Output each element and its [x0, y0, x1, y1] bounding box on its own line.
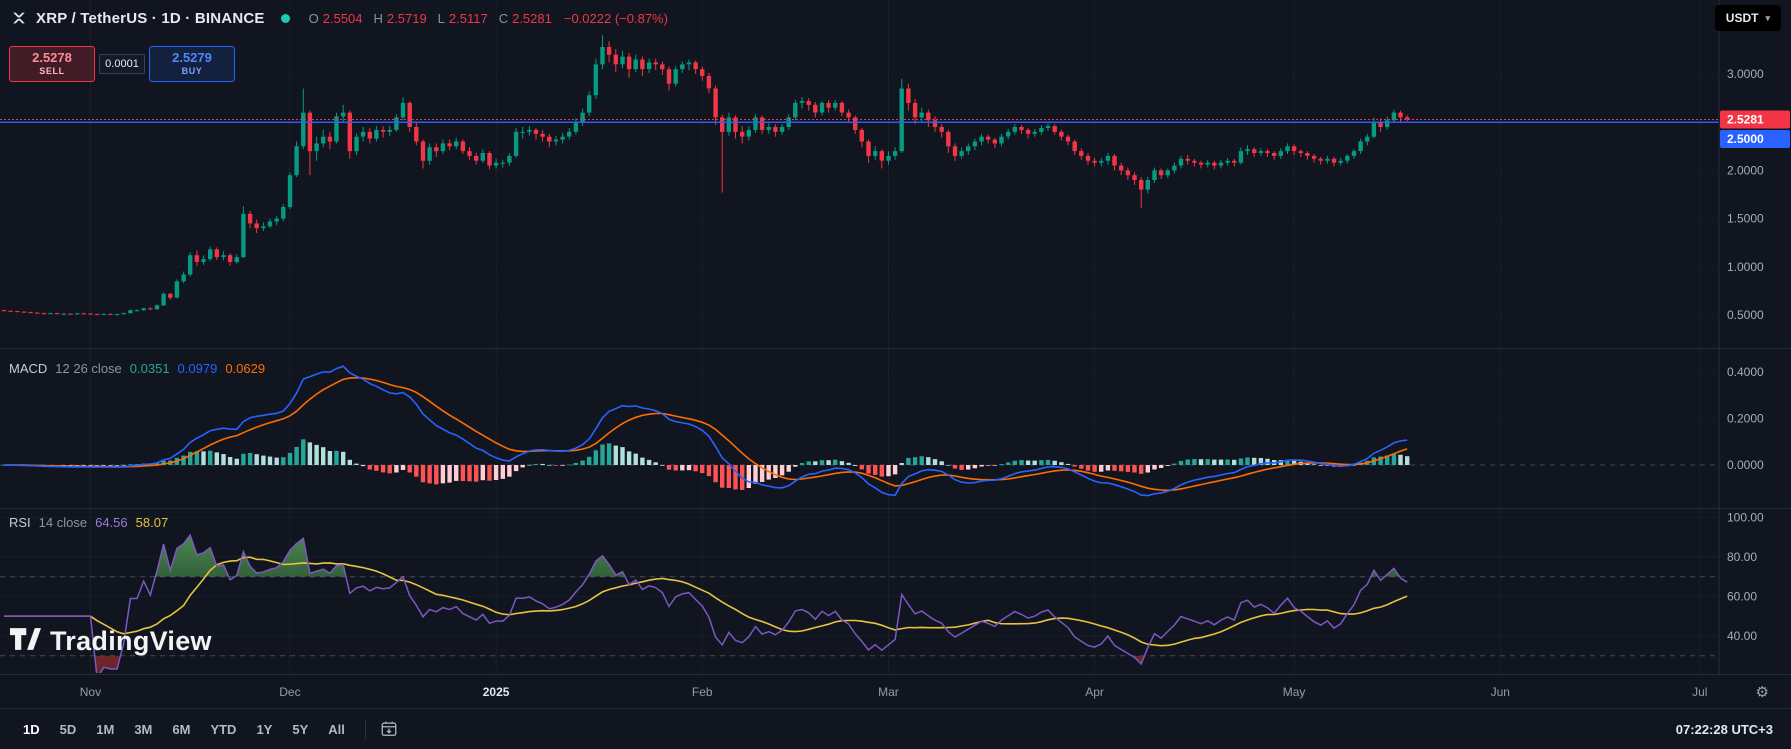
rsi-overbought-fill: [155, 535, 1400, 577]
svg-text:0.4000: 0.4000: [1727, 365, 1764, 379]
time-axis-label: 2025: [482, 684, 510, 699]
rsi-legend[interactable]: RSI 14 close 64.56 58.07: [9, 515, 168, 530]
svg-text:60.00: 60.00: [1727, 589, 1757, 603]
range-button-1y[interactable]: 1Y: [247, 717, 281, 742]
svg-text:100.00: 100.00: [1727, 510, 1764, 524]
toolbar-separator: [364, 719, 366, 739]
rsi-lines: [4, 533, 1408, 673]
xrp-logo-icon: [10, 9, 28, 27]
time-axis-label: Dec: [279, 684, 301, 699]
macd-line-value: 0.0979: [177, 361, 218, 376]
rsi-title: RSI: [9, 515, 31, 530]
clock[interactable]: 07:22:28 UTC+3: [1675, 721, 1773, 737]
time-axis-label: Jul: [1692, 684, 1708, 699]
price-axis[interactable]: [1719, 0, 1791, 674]
chart-header: XRP / TetherUS · 1D · BINANCE O 2.5504 H…: [0, 0, 1791, 36]
trade-widget: 2.5278 SELL 0.0001 2.5279 BUY: [9, 46, 235, 82]
time-axis[interactable]: ⚙ Nov Dec 2025 Feb Mar Apr May Jun Jul: [0, 674, 1791, 708]
ohlc-low-value: 2.5117: [448, 10, 488, 26]
ohlc-change: −0.0222 (−0.87%): [563, 10, 668, 26]
range-button-1m[interactable]: 1M: [87, 717, 123, 742]
svg-text:0.0000: 0.0000: [1727, 458, 1764, 472]
svg-text:2.0000: 2.0000: [1727, 163, 1764, 177]
candles: [1, 35, 1410, 316]
sell-label: SELL: [39, 66, 65, 77]
hline-price-badge: 2.5000: [1720, 130, 1790, 148]
tradingview-logo-icon: [10, 628, 41, 655]
macd-hist-value: 0.0351: [129, 361, 170, 376]
tradingview-watermark: TradingView: [10, 626, 212, 657]
svg-text:0.5000: 0.5000: [1727, 308, 1764, 322]
time-axis-label: Mar: [878, 684, 899, 699]
time-axis-label: Nov: [79, 684, 102, 699]
svg-text:2.5281: 2.5281: [1727, 113, 1764, 127]
currency-dropdown[interactable]: USDT ▾: [1714, 5, 1781, 31]
sell-price: 2.5278: [32, 50, 72, 66]
rsi-ma-value: 58.07: [135, 515, 169, 530]
symbol-title[interactable]: XRP / TetherUS · 1D · BINANCE: [36, 9, 265, 27]
ohlc-close-label: C: [498, 10, 509, 26]
buy-label: BUY: [181, 66, 203, 77]
range-button-5y[interactable]: 5Y: [283, 717, 317, 742]
time-axis-label: Feb: [691, 684, 713, 699]
macd-params: 12 26 close: [55, 361, 122, 376]
rsi-params: 14 close: [38, 515, 88, 530]
chevron-down-icon: ▾: [1765, 12, 1770, 23]
range-button-6m[interactable]: 6M: [163, 717, 199, 742]
ohlc-high-value: 2.5719: [386, 10, 427, 26]
range-buttons: 1D 5D 1M 3M 6M YTD 1Y 5Y All: [14, 717, 354, 742]
gear-icon[interactable]: ⚙: [1755, 683, 1769, 701]
macd-signal-value: 0.0629: [225, 361, 266, 376]
macd-legend[interactable]: MACD 12 26 close 0.0351 0.0979 0.0629: [9, 361, 265, 376]
range-button-3m[interactable]: 3M: [125, 717, 161, 742]
currency-label: USDT: [1725, 11, 1759, 25]
svg-text:40.00: 40.00: [1727, 629, 1757, 643]
axis-labels: 3.0000 2.0000 1.5000 1.0000 0.5000 0.4000 0.20…: [1727, 67, 1764, 643]
ohlc-open-value: 2.5504: [322, 10, 363, 26]
svg-text:1.5000: 1.5000: [1727, 212, 1764, 226]
macd-lines: [3, 365, 1408, 497]
ohlc-high-label: H: [373, 10, 383, 26]
bottom-toolbar: 1D 5D 1M 3M 6M YTD 1Y 5Y All 07:22:28 UTC+3: [0, 708, 1791, 749]
range-button-5d[interactable]: 5D: [51, 717, 86, 742]
buy-price: 2.5279: [172, 50, 212, 66]
range-button-1d[interactable]: 1D: [14, 717, 49, 742]
buy-button[interactable]: 2.5279 BUY: [149, 46, 235, 82]
rsi-value: 64.56: [95, 515, 128, 530]
range-button-ytd[interactable]: YTD: [201, 717, 245, 742]
ohlc-open-label: O: [308, 10, 319, 26]
svg-text:2.5000: 2.5000: [1727, 132, 1764, 146]
go-to-date-button[interactable]: [377, 717, 401, 741]
chart-canvas[interactable]: 3.0000 2.0000 1.5000 1.0000 0.5000 0.4000 0.20…: [0, 0, 1791, 674]
last-price-badge: 2.5281: [1720, 110, 1790, 129]
ohlc-low-label: L: [437, 10, 445, 26]
time-axis-label: Jun: [1490, 684, 1510, 699]
svg-text:3.0000: 3.0000: [1727, 67, 1764, 81]
ohlc-legend: O 2.5504 H 2.5719 L 2.5117 C 2.5281 −0.0…: [302, 11, 668, 26]
svg-text:1.0000: 1.0000: [1727, 260, 1764, 274]
calendar-icon: [381, 721, 397, 736]
ohlc-close-value: 2.5281: [512, 10, 552, 26]
sell-button[interactable]: 2.5278 SELL: [9, 46, 95, 82]
range-button-all[interactable]: All: [319, 717, 354, 742]
macd-title: MACD: [9, 361, 48, 376]
time-axis-label: May: [1282, 684, 1306, 699]
watermark-text: TradingView: [50, 626, 212, 656]
svg-text:0.2000: 0.2000: [1727, 412, 1764, 426]
time-axis-label: Apr: [1085, 684, 1104, 699]
spread-value: 0.0001: [99, 54, 145, 74]
market-status-icon[interactable]: [280, 13, 290, 23]
svg-text:80.00: 80.00: [1727, 550, 1757, 564]
